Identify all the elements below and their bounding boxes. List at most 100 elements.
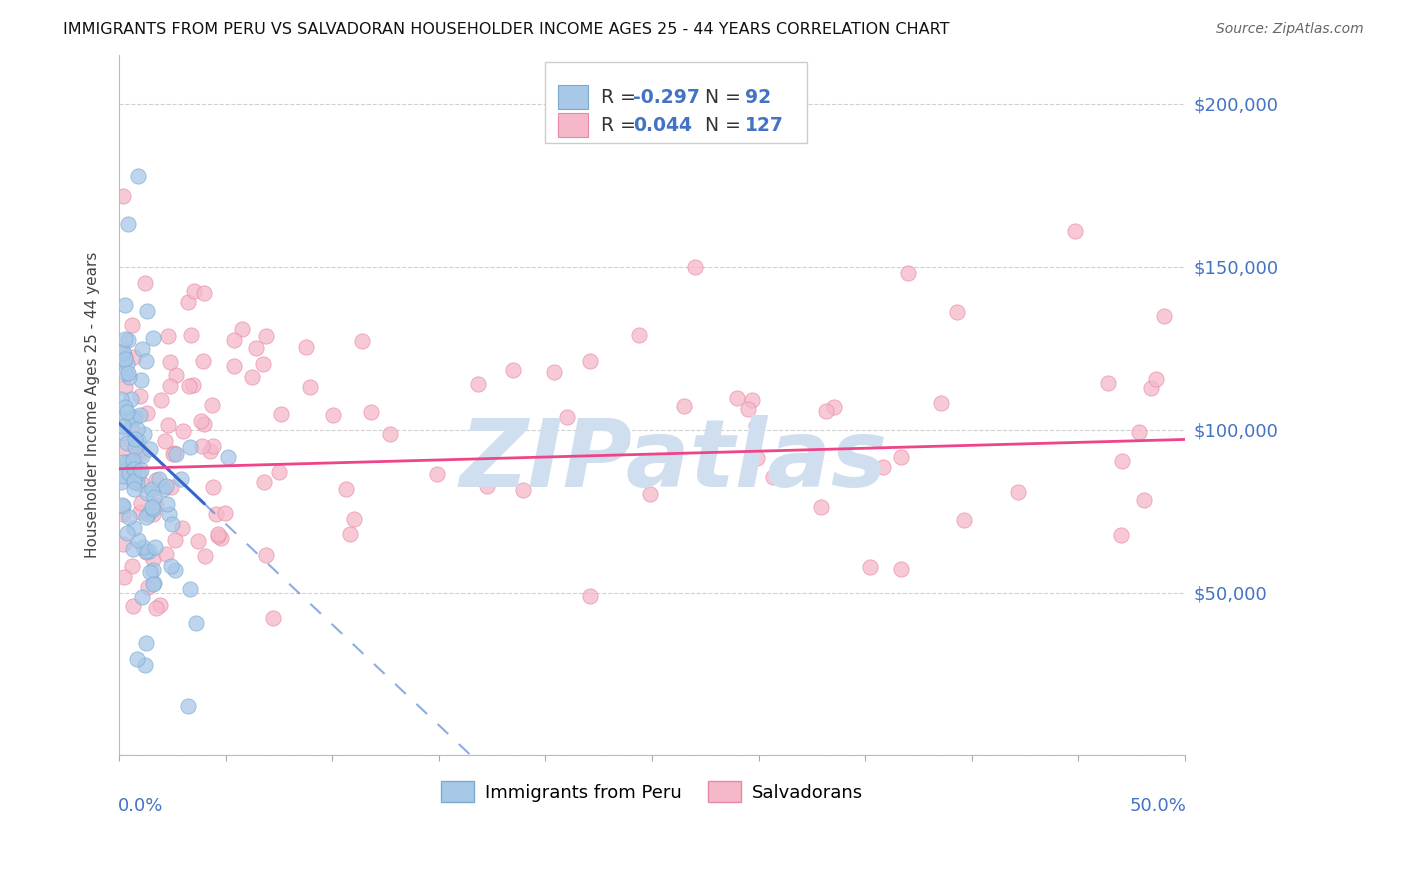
- Point: [1111, 454, 1133, 468]
- Point: [673, 399, 696, 413]
- Point: [360, 405, 382, 419]
- Point: [111, 455, 134, 469]
- Point: [111, 498, 134, 512]
- Point: [267, 465, 290, 479]
- Text: IMMIGRANTS FROM PERU VS SALVADORAN HOUSEHOLDER INCOME AGES 25 - 44 YEARS CORRELA: IMMIGRANTS FROM PERU VS SALVADORAN HOUSE…: [63, 22, 950, 37]
- Point: [124, 441, 146, 455]
- Point: [129, 372, 152, 386]
- Point: [115, 457, 138, 471]
- Point: [165, 368, 187, 382]
- Point: [1063, 224, 1085, 238]
- Point: [114, 380, 136, 394]
- Point: [252, 475, 274, 489]
- Point: [1153, 309, 1175, 323]
- Point: [128, 466, 150, 480]
- Point: [150, 392, 173, 407]
- Point: [1007, 485, 1029, 500]
- Point: [897, 266, 920, 280]
- Point: [1139, 381, 1161, 395]
- Text: 92: 92: [745, 87, 770, 107]
- Point: [214, 506, 236, 520]
- Point: [163, 446, 186, 460]
- Point: [122, 542, 145, 557]
- Point: [627, 327, 650, 342]
- Point: [136, 406, 159, 420]
- Point: [145, 540, 167, 554]
- Point: [111, 469, 134, 483]
- Point: [231, 322, 253, 336]
- Text: N =: N =: [706, 87, 747, 107]
- Point: [117, 367, 139, 381]
- Y-axis label: Householder Income Ages 25 - 44 years: Householder Income Ages 25 - 44 years: [86, 252, 100, 558]
- Text: 0.0%: 0.0%: [118, 797, 163, 815]
- Point: [205, 507, 228, 521]
- Point: [177, 295, 200, 310]
- Point: [207, 527, 229, 541]
- Point: [112, 419, 135, 434]
- Point: [555, 410, 578, 425]
- Point: [156, 418, 179, 433]
- Point: [148, 472, 170, 486]
- Point: [120, 392, 142, 406]
- Point: [762, 469, 785, 483]
- Point: [127, 169, 149, 183]
- Point: [725, 391, 748, 405]
- Text: ZIPatlas: ZIPatlas: [460, 416, 887, 508]
- Point: [467, 376, 489, 391]
- Point: [152, 482, 174, 496]
- Point: [135, 510, 157, 524]
- Point: [543, 366, 565, 380]
- Point: [142, 331, 165, 345]
- Point: [125, 651, 148, 665]
- Point: [217, 450, 239, 464]
- Point: [131, 343, 153, 357]
- Point: [201, 439, 224, 453]
- Point: [121, 412, 143, 426]
- Point: [859, 560, 882, 574]
- Point: [183, 284, 205, 298]
- FancyBboxPatch shape: [546, 62, 807, 143]
- Point: [131, 450, 153, 464]
- Point: [135, 354, 157, 368]
- Point: [1144, 372, 1167, 386]
- Point: [132, 427, 155, 442]
- Point: [156, 497, 179, 511]
- Point: [953, 513, 976, 527]
- Point: [579, 354, 602, 368]
- Point: [209, 531, 232, 545]
- Text: -0.297: -0.297: [633, 87, 700, 107]
- Point: [322, 408, 344, 422]
- Point: [118, 509, 141, 524]
- Point: [153, 434, 176, 449]
- Point: [160, 480, 183, 494]
- Point: [200, 398, 222, 412]
- Point: [191, 439, 214, 453]
- Point: [114, 400, 136, 414]
- Point: [145, 601, 167, 615]
- Point: [115, 526, 138, 541]
- Point: [139, 565, 162, 579]
- Point: [125, 475, 148, 490]
- Point: [890, 450, 912, 464]
- Point: [141, 482, 163, 496]
- Point: [122, 475, 145, 489]
- Point: [224, 359, 246, 373]
- Point: [122, 521, 145, 535]
- Point: [149, 598, 172, 612]
- Point: [142, 502, 165, 516]
- Point: [128, 389, 150, 403]
- Point: [823, 401, 845, 415]
- Text: N =: N =: [706, 116, 747, 135]
- Point: [165, 564, 187, 578]
- Point: [156, 329, 179, 343]
- Point: [180, 328, 202, 343]
- Point: [745, 451, 768, 466]
- Point: [194, 549, 217, 564]
- Point: [112, 500, 135, 514]
- Point: [142, 552, 165, 566]
- Point: [946, 305, 969, 319]
- Point: [112, 188, 135, 202]
- Point: [475, 479, 498, 493]
- Point: [1133, 492, 1156, 507]
- Point: [122, 453, 145, 467]
